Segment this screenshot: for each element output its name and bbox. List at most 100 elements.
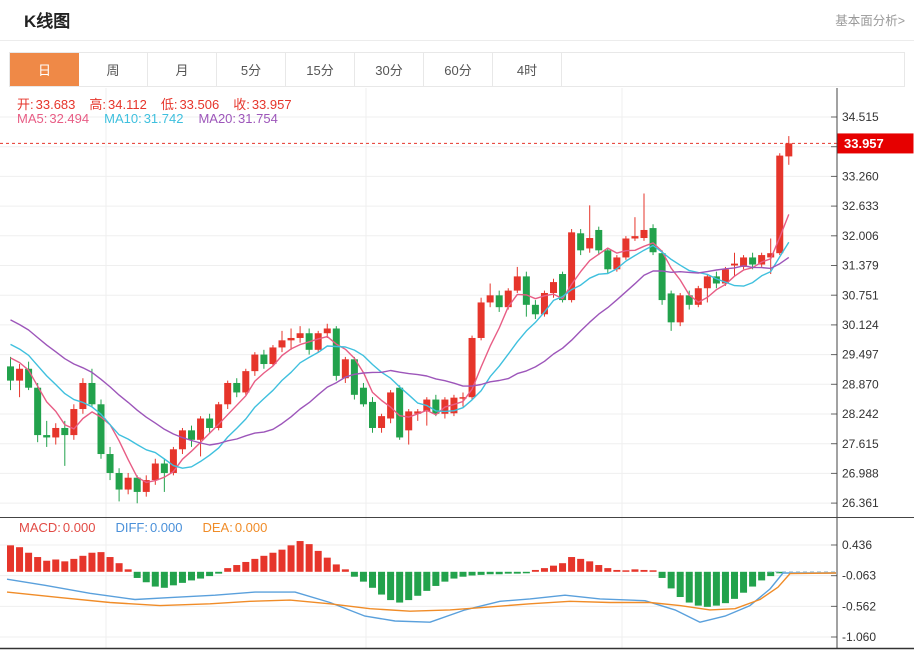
candle[interactable] (622, 238, 630, 258)
candle[interactable] (649, 228, 657, 253)
candle[interactable] (341, 359, 349, 379)
candle[interactable] (269, 347, 277, 365)
candle[interactable] (468, 337, 476, 398)
macd-histogram-bar[interactable] (414, 571, 422, 596)
macd-histogram-bar[interactable] (731, 571, 738, 599)
macd-histogram-bar[interactable] (314, 550, 322, 572)
candle[interactable] (785, 143, 793, 157)
candle[interactable] (731, 263, 738, 266)
candle[interactable] (206, 418, 214, 428)
candle[interactable] (106, 454, 114, 473)
candle[interactable] (658, 253, 666, 301)
candle[interactable] (568, 232, 576, 301)
macd-histogram-bar[interactable] (169, 571, 177, 586)
macd-histogram-bar[interactable] (495, 571, 503, 575)
candle[interactable] (495, 295, 503, 308)
macd-histogram-bar[interactable] (577, 558, 585, 572)
macd-histogram-bar[interactable] (260, 555, 268, 572)
candle[interactable] (685, 295, 693, 305)
macd-histogram-bar[interactable] (559, 563, 567, 572)
candle[interactable] (604, 250, 612, 270)
fundamental-analysis-link[interactable]: 基本面分析> (835, 14, 905, 28)
tab-day[interactable]: 日 (10, 53, 79, 86)
macd-histogram-bar[interactable] (97, 552, 105, 572)
macd-histogram-bar[interactable] (504, 571, 512, 574)
candle[interactable] (776, 155, 784, 254)
macd-histogram-bar[interactable] (441, 571, 449, 582)
macd-histogram-bar[interactable] (568, 557, 576, 572)
macd-histogram-bar[interactable] (233, 565, 241, 572)
candle[interactable] (703, 276, 711, 289)
candle[interactable] (25, 368, 33, 388)
tab-15min[interactable]: 15分 (286, 53, 355, 86)
macd-histogram-bar[interactable] (359, 571, 367, 582)
macd-histogram-bar[interactable] (287, 545, 295, 572)
macd-histogram-bar[interactable] (631, 569, 639, 572)
candle[interactable] (142, 480, 150, 492)
macd-histogram-bar[interactable] (685, 571, 693, 603)
macd-histogram-bar[interactable] (7, 545, 14, 572)
candle[interactable] (151, 463, 159, 481)
macd-histogram-bar[interactable] (296, 541, 304, 572)
macd-histogram-bar[interactable] (188, 571, 195, 581)
tab-4hour[interactable]: 4时 (493, 53, 562, 86)
candle[interactable] (124, 477, 132, 490)
macd-histogram-bar[interactable] (640, 569, 648, 572)
macd-histogram-bar[interactable] (278, 549, 286, 572)
macd-histogram-bar[interactable] (305, 544, 313, 572)
candle[interactable] (7, 366, 14, 381)
macd-histogram-bar[interactable] (160, 571, 168, 588)
macd-histogram-bar[interactable] (16, 547, 24, 572)
candle[interactable] (61, 427, 69, 436)
macd-histogram-bar[interactable] (124, 569, 132, 572)
tab-week[interactable]: 周 (79, 53, 148, 86)
candle[interactable] (405, 411, 413, 431)
candle[interactable] (278, 340, 286, 348)
candle[interactable] (133, 477, 141, 492)
macd-histogram-bar[interactable] (206, 571, 214, 577)
candle[interactable] (332, 328, 340, 376)
macd-histogram-bar[interactable] (215, 571, 223, 574)
candle[interactable] (712, 276, 720, 284)
macd-histogram-bar[interactable] (369, 571, 376, 588)
macd-histogram-bar[interactable] (224, 568, 232, 572)
macd-histogram-bar[interactable] (251, 558, 259, 572)
macd-histogram-bar[interactable] (758, 571, 766, 581)
macd-histogram-bar[interactable] (323, 557, 331, 572)
macd-histogram-bar[interactable] (61, 561, 69, 572)
macd-histogram-bar[interactable] (712, 571, 720, 606)
candle[interactable] (613, 257, 621, 270)
candle[interactable] (197, 418, 205, 440)
candle[interactable] (586, 238, 594, 249)
candle[interactable] (34, 387, 42, 436)
candle[interactable] (188, 430, 195, 440)
macd-histogram-bar[interactable] (522, 571, 530, 574)
candle[interactable] (595, 229, 603, 251)
macd-histogram-bar[interactable] (197, 571, 205, 579)
macd-histogram-bar[interactable] (604, 568, 612, 572)
tab-5min[interactable]: 5分 (217, 53, 286, 86)
macd-histogram-bar[interactable] (106, 557, 114, 572)
candle[interactable] (296, 333, 304, 338)
macd-histogram-bar[interactable] (432, 571, 440, 586)
candle[interactable] (396, 387, 404, 438)
macd-histogram-bar[interactable] (776, 571, 784, 574)
candle[interactable] (378, 416, 386, 428)
candle[interactable] (350, 359, 358, 395)
macd-histogram-bar[interactable] (540, 568, 548, 572)
candle[interactable] (432, 399, 440, 414)
candle[interactable] (97, 404, 105, 455)
candle[interactable] (676, 295, 684, 323)
candle[interactable] (178, 430, 186, 450)
candle[interactable] (52, 427, 60, 438)
macd-histogram-bar[interactable] (667, 571, 675, 589)
candle[interactable] (16, 368, 24, 381)
macd-histogram-bar[interactable] (79, 555, 87, 572)
macd-histogram-bar[interactable] (387, 571, 395, 601)
candle[interactable] (477, 302, 485, 338)
tab-month[interactable]: 月 (148, 53, 217, 86)
macd-histogram-bar[interactable] (622, 570, 630, 572)
candle[interactable] (640, 229, 648, 239)
candle[interactable] (513, 276, 521, 291)
macd-histogram-bar[interactable] (586, 561, 594, 572)
